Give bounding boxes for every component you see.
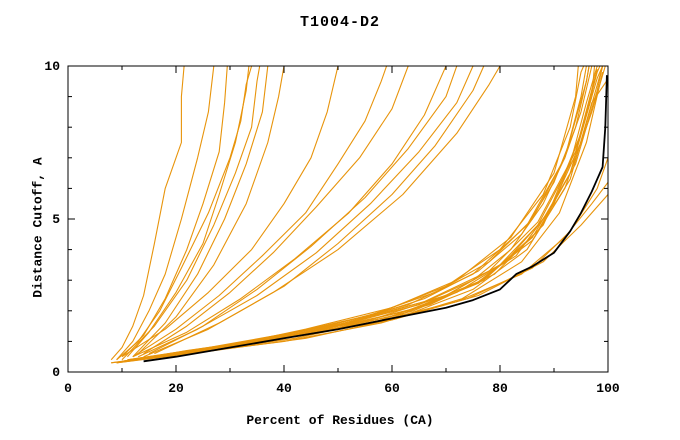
svg-text:100: 100 [596,381,620,396]
svg-text:5: 5 [52,212,60,227]
x-axis-label: Percent of Residues (CA) [246,413,434,428]
svg-text:60: 60 [384,381,400,396]
svg-text:0: 0 [52,365,60,380]
svg-text:10: 10 [44,59,60,74]
svg-text:0: 0 [64,381,72,396]
svg-text:40: 40 [276,381,292,396]
chart-title: T1004-D2 [299,14,380,31]
svg-text:20: 20 [168,381,184,396]
svg-text:80: 80 [492,381,508,396]
